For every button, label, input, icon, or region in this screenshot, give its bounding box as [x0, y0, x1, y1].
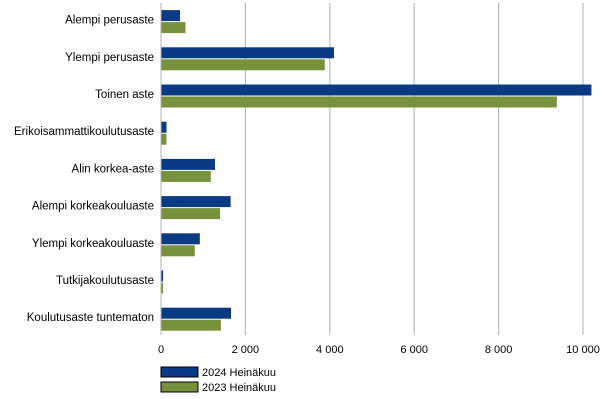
- legend-swatch-2024: [160, 366, 199, 378]
- bar-2023-8: [161, 319, 221, 331]
- bar-2023-1: [161, 59, 325, 71]
- category-label: Ylempi perusaste: [65, 52, 154, 64]
- x-tick-label: 10 000: [566, 344, 600, 356]
- category-label: Erikoisammattikoulutusaste: [14, 126, 154, 138]
- bar-2024-2: [161, 84, 592, 96]
- category-label: Alin korkea-aste: [72, 163, 154, 175]
- bar-2023-3: [161, 133, 167, 145]
- category-label: Toinen aste: [95, 89, 154, 101]
- bars: [161, 10, 592, 331]
- bar-2023-7: [161, 282, 164, 294]
- gridlines: [244, 3, 584, 335]
- bar-2023-6: [161, 245, 195, 257]
- category-label: Ylempi korkeakouluaste: [32, 238, 154, 250]
- x-tick-label: 2 000: [232, 344, 260, 356]
- bar-2024-8: [161, 307, 232, 319]
- x-tick-label: 0: [158, 344, 164, 356]
- bar-2023-5: [161, 208, 221, 220]
- bar-2024-5: [161, 196, 231, 208]
- legend: 2024 Heinäkuu 2023 Heinäkuu: [160, 366, 276, 394]
- x-tick-label: 6 000: [400, 344, 428, 356]
- legend-label-2023: 2023 Heinäkuu: [202, 382, 276, 394]
- bar-2024-4: [161, 158, 216, 170]
- bar-2024-0: [161, 10, 180, 22]
- legend-swatch-2023: [160, 381, 199, 393]
- x-tick-label: 8 000: [485, 344, 513, 356]
- bar-2024-6: [161, 233, 200, 245]
- category-labels: Alempi perusaste Ylempi perusaste Toinen a…: [14, 15, 154, 325]
- bar-2023-4: [161, 170, 211, 182]
- category-label: Tutkijakoulutusaste: [56, 275, 154, 287]
- category-label: Koulutusaste tuntematon: [27, 312, 154, 324]
- x-tick-label: 4 000: [316, 344, 344, 356]
- bar-2023-2: [161, 96, 557, 108]
- category-label: Alempi perusaste: [65, 15, 154, 27]
- legend-label-2024: 2024 Heinäkuu: [202, 367, 276, 379]
- bar-2024-1: [161, 47, 335, 59]
- bar-2024-3: [161, 121, 167, 133]
- category-label: Alempi korkeakouluaste: [32, 201, 154, 213]
- bar-2024-7: [161, 270, 164, 282]
- bar-2023-0: [161, 22, 186, 34]
- x-tick-labels: 0 2 000 4 000 6 000 8 000 10 000: [158, 344, 600, 356]
